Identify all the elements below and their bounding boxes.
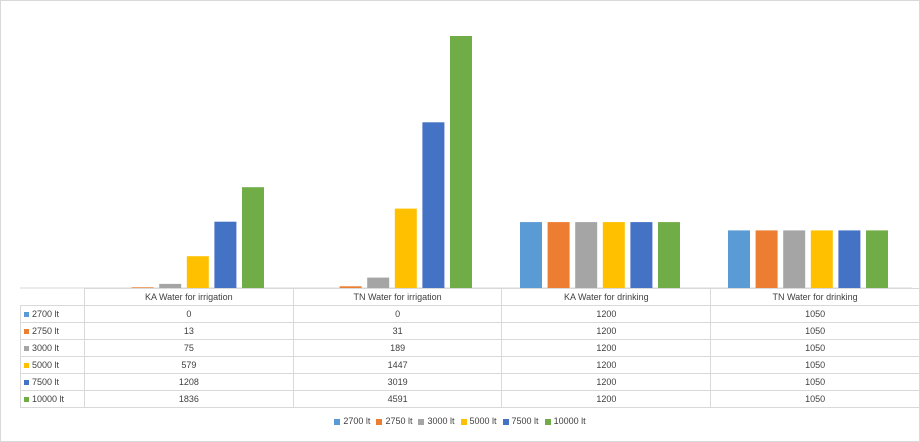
bar: [339, 286, 362, 288]
legend-label: 2750 lt: [385, 416, 413, 426]
data-label: 1836: [83, 390, 294, 408]
series-key-cell: 10000 lt: [20, 390, 85, 408]
bar: [131, 287, 154, 288]
data-label: 1050: [710, 322, 920, 340]
bar: [422, 122, 445, 288]
bar: [159, 283, 182, 288]
data-label: 189: [292, 339, 503, 357]
series-key-cell: 5000 lt: [20, 356, 85, 374]
bar: [450, 36, 472, 288]
bar: [575, 222, 598, 288]
data-label: 1200: [501, 305, 712, 323]
legend-key-swatch: [24, 380, 29, 386]
series-name: 3000 lt: [32, 343, 60, 353]
data-label: 0: [292, 305, 503, 323]
series-name: 5000 lt: [32, 360, 60, 370]
chart-plot-area: [20, 36, 912, 289]
table-row: 2700 lt 0 0 1200 1050: [20, 305, 920, 323]
series-key-cell: 3000 lt: [20, 339, 85, 357]
data-label: 579: [83, 356, 294, 374]
bar: [242, 187, 264, 288]
table-row: 7500 lt 1208 3019 1200 1050: [20, 373, 920, 391]
data-label: 1050: [710, 373, 920, 391]
legend-swatch: [544, 418, 551, 425]
data-label: 1050: [710, 339, 920, 357]
data-label: 13: [83, 322, 294, 340]
legend-item: 7500 lt: [502, 416, 539, 426]
legend-label: 3000 lt: [427, 416, 455, 426]
bar: [810, 230, 833, 288]
table-row: 10000 lt 1836 4591 1200 1050: [20, 390, 920, 408]
data-table-header-row: KA Water for irrigation TN Water for irri…: [20, 288, 920, 306]
legend-swatch: [460, 418, 467, 425]
series-key-cell: 2750 lt: [20, 322, 85, 340]
legend-swatch: [418, 418, 425, 425]
bar: [214, 221, 237, 288]
legend-swatch: [334, 418, 341, 425]
table-row: 2750 lt 13 31 1200 1050: [20, 322, 920, 340]
data-table-body: 2700 lt 0 0 1200 1050 2750 lt 13 31 1200 1050 3000…: [20, 305, 920, 408]
data-label: 1447: [292, 356, 503, 374]
legend-key-swatch: [24, 312, 29, 318]
data-label: 75: [83, 339, 294, 357]
bar: [755, 230, 778, 288]
data-table: KA Water for irrigation TN Water for irri…: [20, 288, 920, 408]
chart-legend: 2700 lt 2750 lt 3000 lt 5000 lt 7500 lt 10000…: [0, 416, 920, 426]
legend-label: 2700 lt: [343, 416, 371, 426]
data-label: 1050: [710, 390, 920, 408]
legend-key-swatch: [24, 329, 29, 335]
data-label: 1208: [83, 373, 294, 391]
category-label: KA Water for irrigation: [83, 288, 294, 306]
bar: [602, 222, 625, 288]
series-name: 2700 lt: [32, 309, 60, 319]
data-label: 4591: [292, 390, 503, 408]
bar: [783, 230, 806, 288]
data-label: 1050: [710, 305, 920, 323]
bar: [367, 277, 390, 288]
legend-item: 5000 lt: [460, 416, 497, 426]
legend-swatch: [502, 418, 509, 425]
bar: [520, 222, 542, 288]
legend-item: 2750 lt: [376, 416, 412, 426]
legend-item: 3000 lt: [418, 416, 455, 426]
data-label: 1200: [501, 390, 712, 408]
legend-item: 10000 lt: [544, 416, 586, 426]
table-row: 3000 lt 75 189 1200 1050: [20, 339, 920, 357]
data-label: 1200: [501, 373, 712, 391]
data-label: 0: [83, 305, 294, 323]
data-label: 1200: [501, 322, 712, 340]
series-name: 7500 lt: [32, 377, 60, 387]
bar: [630, 222, 653, 288]
legend-label: 5000 lt: [469, 416, 497, 426]
data-table-corner: [20, 288, 85, 306]
data-label: 31: [292, 322, 503, 340]
bar: [658, 222, 680, 288]
bar: [394, 208, 417, 288]
data-label: 1200: [501, 339, 712, 357]
bar: [728, 230, 750, 288]
legend-key-swatch: [24, 397, 29, 403]
category-label: TN Water for drinking: [710, 288, 920, 306]
legend-key-swatch: [24, 346, 29, 352]
bar: [547, 222, 570, 288]
legend-item: 2700 lt: [334, 416, 370, 426]
bar: [838, 230, 861, 288]
data-label: 3019: [292, 373, 503, 391]
legend-label: 10000 lt: [553, 416, 586, 426]
table-row: 5000 lt 579 1447 1200 1050: [20, 356, 920, 374]
series-name: 2750 lt: [32, 326, 60, 336]
data-label: 1050: [710, 356, 920, 374]
legend-label: 7500 lt: [511, 416, 539, 426]
bar: [186, 256, 209, 288]
bar: [866, 230, 888, 288]
category-label: KA Water for drinking: [501, 288, 712, 306]
series-key-cell: 7500 lt: [20, 373, 85, 391]
series-name: 10000 lt: [32, 394, 65, 404]
legend-key-swatch: [24, 363, 29, 369]
category-label: TN Water for irrigation: [292, 288, 503, 306]
legend-swatch: [376, 418, 383, 425]
series-key-cell: 2700 lt: [20, 305, 85, 323]
data-label: 1200: [501, 356, 712, 374]
